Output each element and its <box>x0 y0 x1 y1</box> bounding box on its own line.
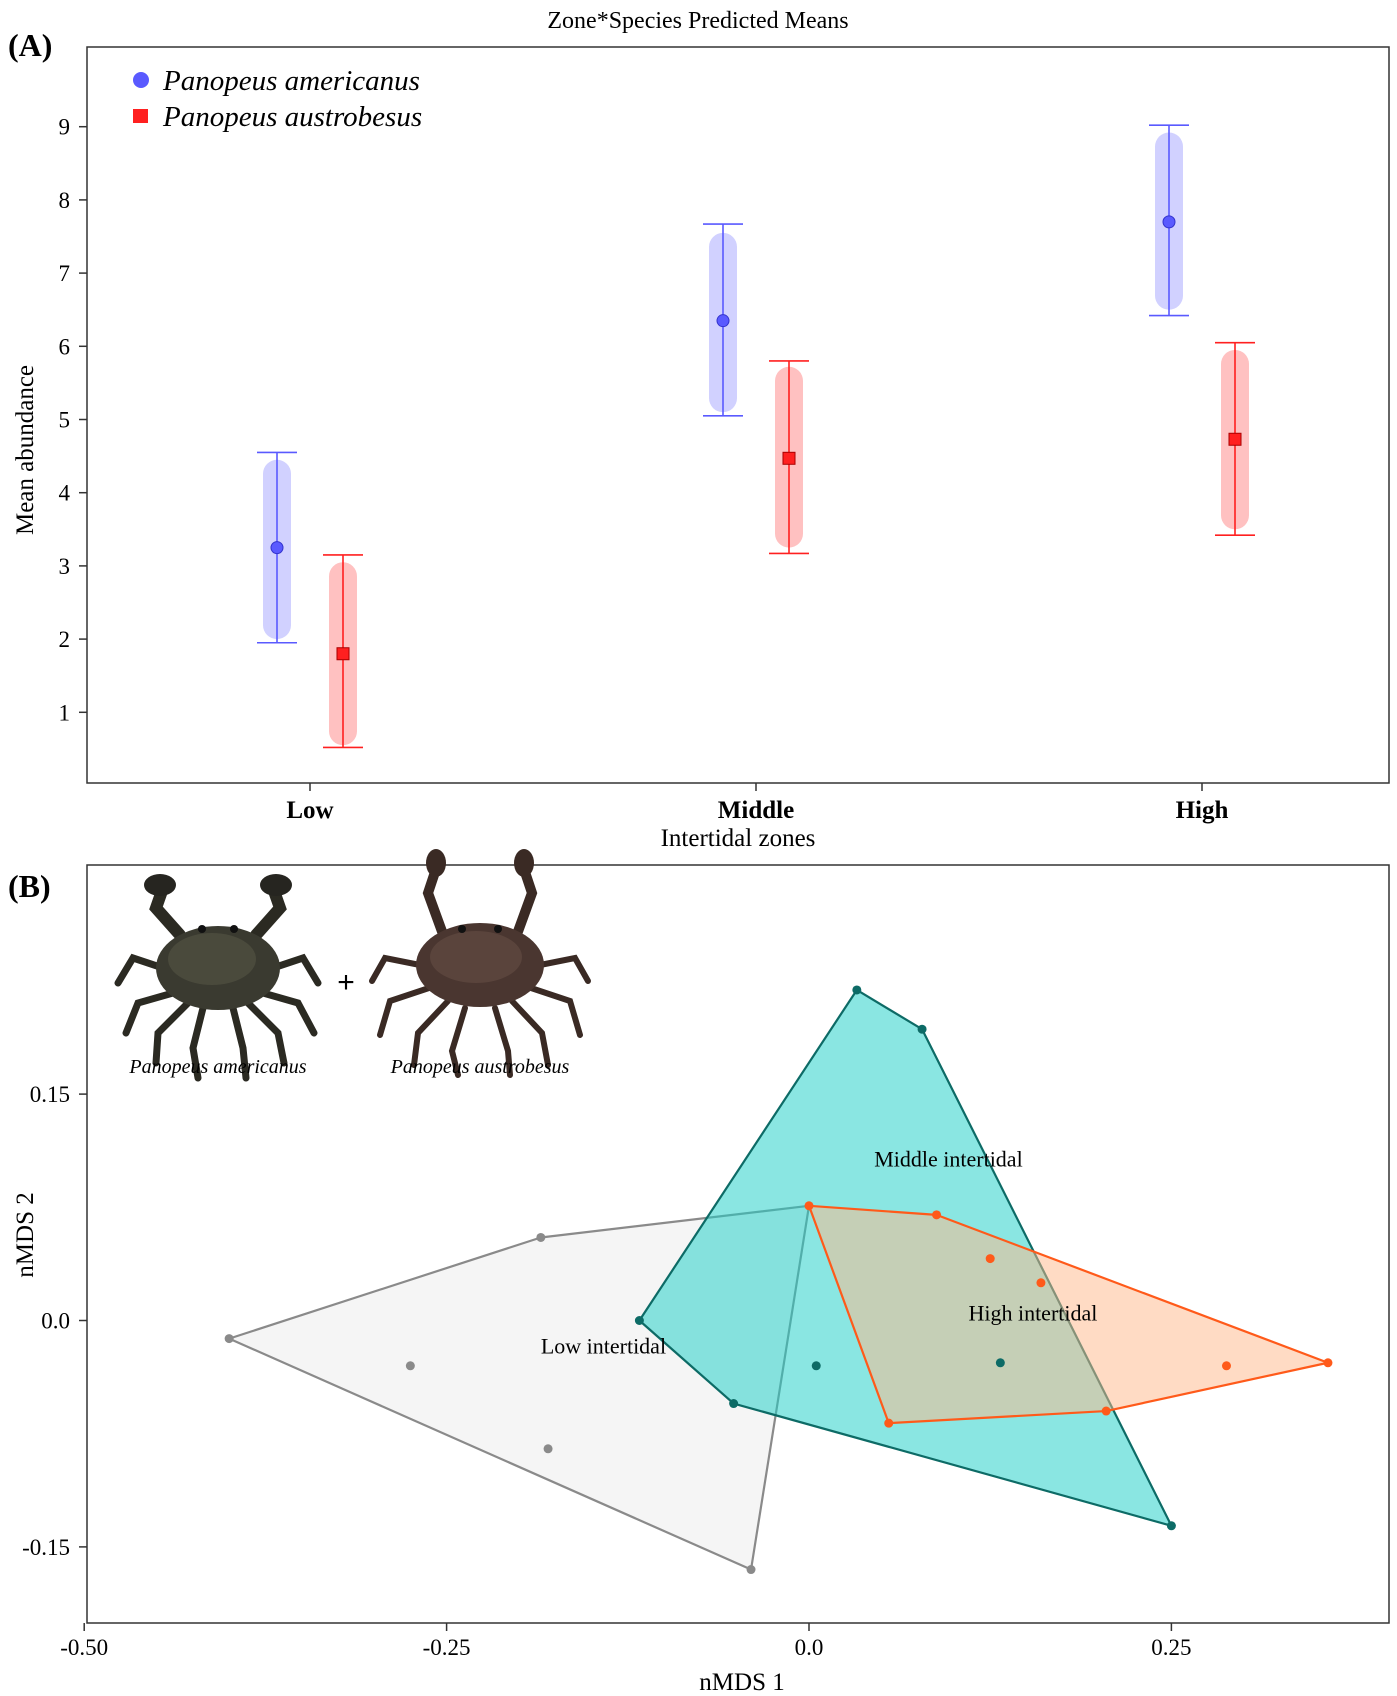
chart-b-y-axis: -0.15 0.0 0.15 <box>22 1082 87 1560</box>
x-category-label: Low <box>286 797 333 824</box>
legend-marker-circle <box>133 72 149 88</box>
y-tick-label: 3 <box>59 554 71 579</box>
legend-marker-square <box>133 109 148 123</box>
chart-a-plot-frame <box>86 46 1390 784</box>
y-tick-label: 8 <box>59 188 71 213</box>
legend-label: Panopeus americanus <box>162 65 420 97</box>
mean-marker-square <box>1228 432 1242 446</box>
x-category-label: Middle <box>718 797 794 824</box>
y-tick-label: 1 <box>59 700 71 725</box>
hull-0-point <box>224 1334 234 1344</box>
chart-b-hull-layer: Low intertidal Middle intertidal High inte… <box>224 985 1333 1575</box>
x-tick-label: 0.0 <box>795 1635 824 1660</box>
y-tick-label: 0.15 <box>30 1082 70 1107</box>
chart-b-y-axis-title: nMDS 2 <box>12 1192 39 1277</box>
hull-label: Middle intertidal <box>874 1147 1022 1172</box>
hull-1-point <box>811 1361 821 1371</box>
species-inset: + Panopeus americanus Panopeus austrobes <box>114 849 591 1082</box>
inset-caption-austrobesus: Panopeus austrobesus <box>390 1056 570 1078</box>
y-tick-label: 4 <box>59 481 71 506</box>
chart-b-plot-frame <box>86 864 1390 1624</box>
x-category-label: High <box>1176 797 1229 824</box>
hull-0-point <box>746 1565 756 1575</box>
mean-marker-circle <box>716 314 730 328</box>
y-tick-label: 2 <box>59 627 71 652</box>
hull-polygon-2 <box>807 1204 1330 1425</box>
chart-a-legend: Panopeus americanus Panopeus austrobesus <box>133 65 422 133</box>
mean-marker-square <box>782 451 796 465</box>
y-tick-label: 5 <box>59 408 71 433</box>
hull-1-point <box>852 985 862 995</box>
hull-1-point <box>729 1399 739 1409</box>
hull-2-point <box>1323 1358 1333 1368</box>
hull-0-point <box>405 1361 415 1371</box>
hull-2-point <box>804 1201 814 1211</box>
inset-caption-americanus: Panopeus americanus <box>128 1056 306 1078</box>
hull-2-point <box>932 1210 942 1220</box>
crab-austrobesus-image <box>369 849 591 1078</box>
mean-marker-square <box>336 647 350 661</box>
hull-2-point <box>985 1254 995 1264</box>
series-1-point-group <box>769 360 809 555</box>
series-0-point-group <box>1149 124 1189 317</box>
hull-label: Low intertidal <box>541 1334 666 1359</box>
series-0-point-group <box>257 451 297 644</box>
hull-0-point <box>543 1444 553 1454</box>
crab-americanus-image <box>114 874 322 1082</box>
chart-a-x-axis: Low Middle High <box>286 783 1228 824</box>
chart-a-y-axis: 1 2 3 4 5 6 7 8 9 <box>59 115 87 725</box>
hull-2-point <box>1101 1406 1111 1416</box>
hull-label: High intertidal <box>968 1301 1097 1326</box>
hull-1-point <box>917 1024 927 1034</box>
hull-2-point <box>1036 1278 1046 1288</box>
chart-a-x-axis-title: Intertidal zones <box>661 825 816 852</box>
series-0-point-group <box>703 223 743 417</box>
mean-marker-circle <box>270 541 284 555</box>
series-1-point-group <box>1215 341 1255 536</box>
y-tick-label: 9 <box>59 115 71 140</box>
chart-a-y-axis-title: Mean abundance <box>12 365 39 535</box>
y-tick-label: 0.0 <box>41 1309 70 1334</box>
chart-b-x-axis-title: nMDS 1 <box>699 1669 784 1696</box>
hull-2-point <box>1221 1361 1231 1371</box>
y-tick-label: 7 <box>59 261 71 286</box>
hull-1-point <box>1166 1521 1176 1531</box>
series-1-point-group <box>323 554 363 749</box>
chart-a-title: Zone*Species Predicted Means <box>547 8 848 34</box>
chart-b-x-axis: -0.50 -0.25 0.0 0.25 <box>60 1623 1192 1660</box>
legend-label: Panopeus austrobesus <box>162 101 422 133</box>
panel-label-a: (A) <box>8 27 52 63</box>
hull-1-point <box>995 1358 1005 1368</box>
x-tick-label: 0.25 <box>1151 1635 1191 1660</box>
hull-0-point <box>536 1232 546 1242</box>
mean-marker-circle <box>1162 215 1176 229</box>
y-tick-label: -0.15 <box>22 1535 70 1560</box>
hull-2-point <box>884 1418 894 1428</box>
x-tick-label: -0.25 <box>423 1635 471 1660</box>
hull-1-point <box>634 1316 644 1325</box>
panel-label-b: (B) <box>8 868 51 904</box>
x-tick-label: -0.50 <box>60 1635 108 1660</box>
inset-plus-sign: + <box>337 966 355 999</box>
chart-a-series-layer <box>257 124 1255 749</box>
y-tick-label: 6 <box>59 334 71 359</box>
